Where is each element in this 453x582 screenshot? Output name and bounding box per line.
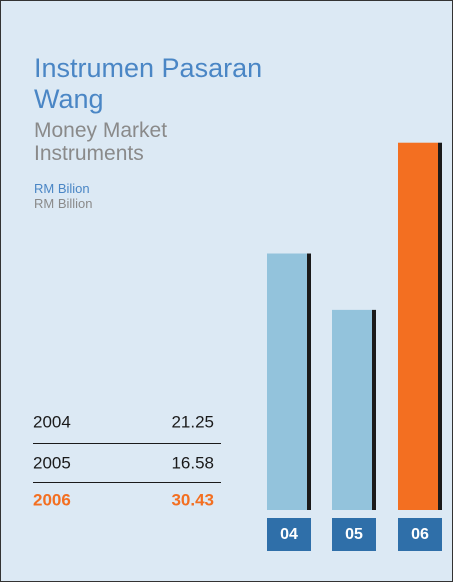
bar-shadow bbox=[438, 142, 442, 510]
category-label: 04 bbox=[280, 526, 298, 543]
category-box bbox=[398, 518, 442, 551]
unit-label-english: RM Billion bbox=[34, 196, 93, 211]
bar bbox=[398, 142, 438, 510]
chart-subtitle: Money Market Instruments bbox=[34, 119, 168, 165]
table-value: 30.43 bbox=[171, 490, 214, 509]
category-label: 06 bbox=[411, 526, 429, 543]
bar bbox=[332, 309, 372, 510]
table-value: 21.25 bbox=[171, 412, 214, 431]
bar-shadow bbox=[307, 253, 311, 510]
category-box bbox=[267, 518, 311, 551]
category-box bbox=[332, 518, 376, 551]
table-year: 2005 bbox=[33, 453, 71, 472]
chart-title: Instrumen Pasaran Wang bbox=[34, 53, 263, 114]
bar-shadow bbox=[372, 309, 376, 510]
unit-label: RM Bilion bbox=[34, 181, 90, 196]
table-year: 2006 bbox=[33, 490, 71, 509]
category-label: 05 bbox=[345, 526, 363, 543]
table-year: 2004 bbox=[33, 412, 71, 431]
bar bbox=[267, 253, 307, 510]
table-value: 16.58 bbox=[171, 453, 214, 472]
